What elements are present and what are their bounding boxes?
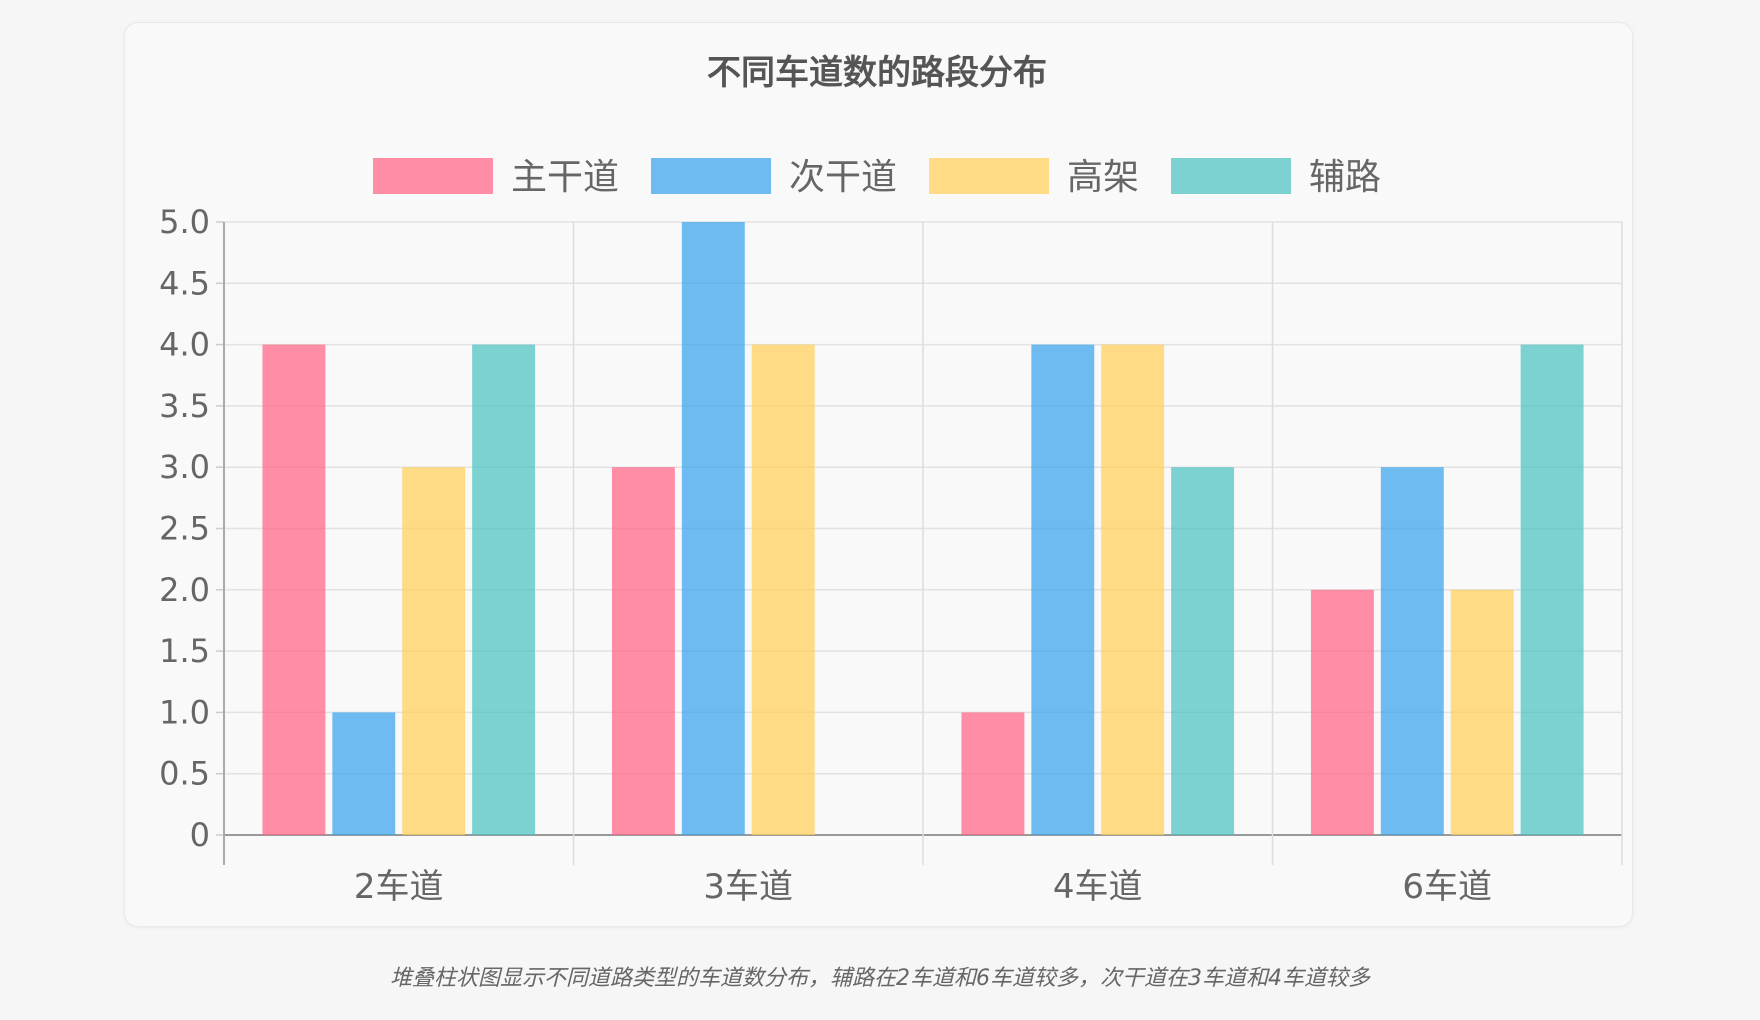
chart-title: 不同车道数的路段分布	[707, 53, 1047, 93]
bar[interactable]	[1520, 344, 1584, 835]
bar[interactable]	[1450, 589, 1514, 835]
bar[interactable]	[1171, 467, 1235, 835]
bar[interactable]	[1380, 467, 1444, 835]
y-tick-label: 1.5	[159, 632, 210, 670]
legend-label[interactable]: 次干道	[789, 157, 897, 198]
bar[interactable]	[262, 344, 326, 835]
bar[interactable]	[611, 467, 675, 835]
y-tick-label: 1.0	[159, 693, 210, 731]
bar[interactable]	[332, 712, 396, 835]
x-tick-label: 4车道	[1053, 867, 1143, 907]
bar[interactable]	[402, 467, 466, 835]
bar[interactable]	[961, 712, 1025, 835]
y-axis: 0 0.5 1.0 1.5 2.0 2.5 3.0 3.5 4.0 4.5 5.0	[159, 203, 210, 854]
x-tick-label: 2车道	[354, 867, 444, 907]
legend-label[interactable]: 主干道	[511, 157, 619, 198]
legend-swatch[interactable]	[373, 158, 493, 194]
legend-label[interactable]: 高架	[1067, 157, 1139, 198]
bars	[262, 222, 1584, 835]
y-tick-label: 3.0	[159, 448, 210, 486]
legend-swatch[interactable]	[651, 158, 771, 194]
chart-caption: 堆叠柱状图显示不同道路类型的车道数分布，辅路在2车道和6车道较多，次干道在3车道…	[390, 966, 1370, 991]
bar[interactable]	[1101, 344, 1165, 835]
chart: 不同车道数的路段分布 主干道 次干道 高架 辅路 0 0.5 1.0 1.5 2.0 2.5 3.…	[159, 53, 1623, 907]
bar[interactable]	[751, 344, 815, 835]
x-tick-label: 6车道	[1402, 867, 1492, 907]
bar[interactable]	[1310, 589, 1374, 835]
y-tick-label: 4.5	[159, 264, 210, 302]
y-tick-label: 0	[190, 816, 210, 854]
y-tick-label: 2.5	[159, 510, 210, 548]
x-tick-label: 3车道	[703, 867, 793, 907]
x-axis: 2车道 3车道 4车道 6车道	[354, 867, 1492, 907]
legend-label[interactable]: 辅路	[1309, 157, 1381, 198]
bar[interactable]	[681, 222, 745, 835]
y-tick-label: 3.5	[159, 387, 210, 425]
legend: 主干道 次干道 高架 辅路	[373, 157, 1381, 198]
bar[interactable]	[1031, 344, 1095, 835]
y-tick-label: 5.0	[159, 203, 210, 241]
legend-swatch[interactable]	[1171, 158, 1291, 194]
legend-swatch[interactable]	[929, 158, 1049, 194]
bar[interactable]	[472, 344, 536, 835]
y-tick-label: 4.0	[159, 326, 210, 364]
y-tick-label: 2.0	[159, 571, 210, 609]
y-tick-label: 0.5	[159, 755, 210, 793]
